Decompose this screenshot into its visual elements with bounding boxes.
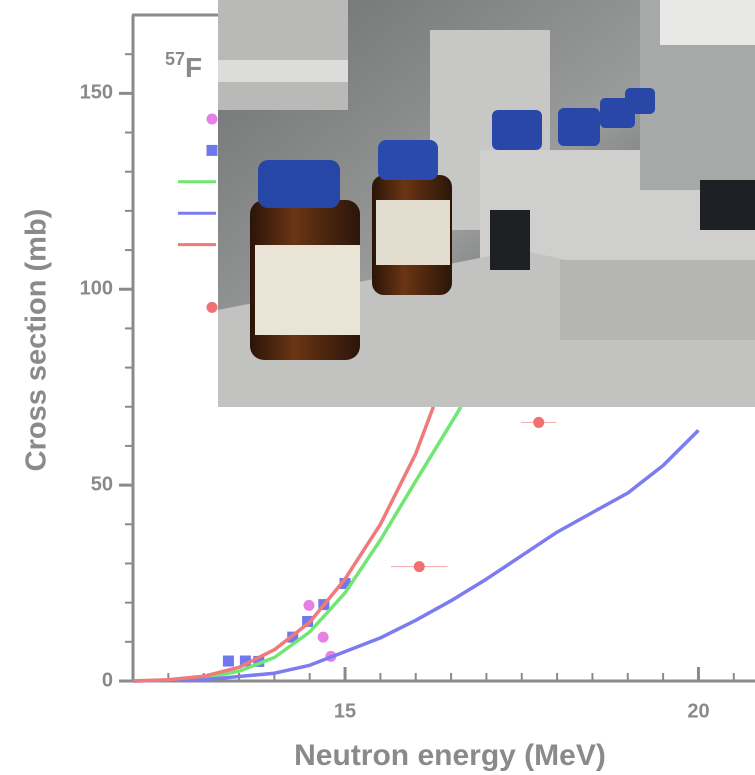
y-tick-label: 0 [102, 669, 113, 691]
square-marker [302, 615, 314, 627]
y-tick-label: 50 [91, 473, 113, 495]
x-tick-label: 15 [334, 700, 356, 722]
title-superscript: 57 [165, 49, 185, 69]
chart-title: 57F [165, 49, 202, 84]
legend-swatch [206, 113, 218, 125]
circle-marker [317, 631, 329, 643]
photo-inset [218, 0, 755, 407]
title-text: F [185, 52, 202, 83]
curve [132, 405, 463, 683]
circle-marker [303, 599, 315, 611]
square-marker [253, 655, 265, 667]
y-axis-label: Cross section (mb) [21, 209, 53, 472]
plot-area: Cross section (mb) Neutron energy (MeV) … [21, 13, 755, 772]
legend-swatch [206, 144, 218, 156]
x-tick-label: 20 [687, 700, 709, 722]
circle-marker [533, 416, 545, 428]
y-tick-label: 100 [80, 278, 113, 300]
curve [132, 406, 436, 683]
square-marker [239, 655, 251, 667]
y-tick-label: 150 [80, 82, 113, 104]
circle-marker [413, 561, 425, 573]
square-marker [339, 577, 351, 589]
curve [132, 429, 700, 683]
x-axis-label: Neutron energy (MeV) [294, 739, 606, 772]
legend-swatch [206, 301, 218, 313]
square-marker [222, 655, 234, 667]
